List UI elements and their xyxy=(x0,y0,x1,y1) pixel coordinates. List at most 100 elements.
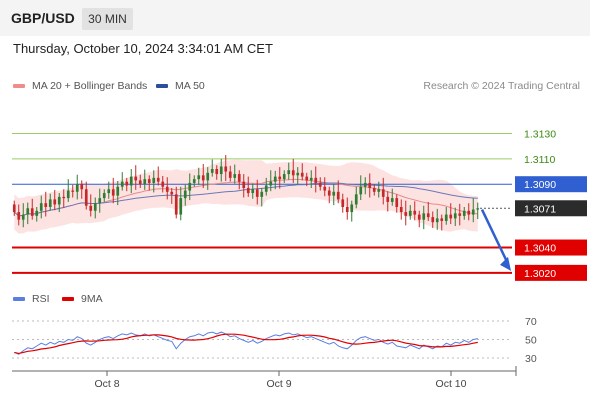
candle-body xyxy=(98,198,102,204)
candle-body xyxy=(161,181,165,187)
candle-body xyxy=(350,204,354,213)
candle-body xyxy=(390,198,394,202)
chart-datetime: Thursday, October 10, 2024 3:34:01 AM CE… xyxy=(13,41,273,56)
candle-body xyxy=(26,208,30,215)
candle-body xyxy=(395,198,399,207)
candle-body xyxy=(237,174,241,182)
candle-body xyxy=(89,205,93,211)
timeframe-button[interactable]: 30 MIN xyxy=(82,8,133,30)
legend-9ma: 9MA xyxy=(62,293,103,305)
legend-9ma-label: 9MA xyxy=(81,293,103,305)
price-level-labels: 1.3130 1.3110 1.3090 1.3071 1.3040 1.3020 xyxy=(515,129,587,281)
candle-body xyxy=(71,190,75,192)
candle-body xyxy=(156,177,160,182)
candle-body xyxy=(399,207,403,213)
candles xyxy=(12,155,480,231)
candle-body xyxy=(431,217,435,223)
candle-body xyxy=(152,177,156,183)
research-credit: Research © 2024 Trading Central xyxy=(423,80,580,92)
candle-body xyxy=(197,175,201,180)
pair-title: GBP/USD xyxy=(11,10,75,26)
candle-body xyxy=(116,186,120,196)
candle-body xyxy=(174,194,178,215)
candle-body xyxy=(422,213,426,220)
candle-body xyxy=(440,218,444,221)
candle-body xyxy=(143,179,147,185)
rsi-line xyxy=(14,331,478,355)
rsi-9ma-line xyxy=(14,333,478,355)
candle-body xyxy=(305,176,309,181)
candle-body xyxy=(278,176,282,180)
candle-body xyxy=(449,214,453,219)
candle-body xyxy=(408,210,412,216)
candle-body xyxy=(291,170,295,176)
candle-body xyxy=(125,181,129,186)
candle-body xyxy=(264,185,268,192)
candle-body xyxy=(215,169,219,175)
candle-body xyxy=(467,210,471,215)
candle-body xyxy=(323,186,327,191)
candle-body xyxy=(84,189,88,206)
candle-body xyxy=(107,189,111,194)
candle-body xyxy=(66,190,70,199)
candle-body xyxy=(444,214,448,221)
candle-body xyxy=(210,169,214,173)
candle-body xyxy=(228,171,232,178)
candle-body xyxy=(255,189,259,197)
candle-body xyxy=(120,181,124,187)
candle-body xyxy=(260,191,264,197)
time-axis-label: Oct 8 xyxy=(94,378,119,390)
candle-body xyxy=(413,210,417,215)
level-label: 1.3130 xyxy=(524,129,556,141)
candle-body xyxy=(309,177,313,181)
candle-body xyxy=(372,188,376,192)
legend-ma50-label: MA 50 xyxy=(175,80,205,92)
bollinger-band-area xyxy=(14,159,478,234)
candle-body xyxy=(17,212,21,220)
candle-body xyxy=(314,177,318,183)
candle-body xyxy=(80,184,84,190)
candle-body xyxy=(192,179,196,183)
candle-body xyxy=(386,196,390,202)
candle-body xyxy=(39,203,43,211)
candle-body xyxy=(476,208,480,210)
legend-ma50: MA 50 xyxy=(156,80,205,92)
candle-body xyxy=(332,191,336,196)
candle-body xyxy=(102,193,106,199)
candle-body xyxy=(233,174,237,178)
ma50-swatch-icon xyxy=(156,84,168,88)
candle-body xyxy=(147,179,151,183)
candle-body xyxy=(111,189,115,196)
candle-body xyxy=(471,209,475,215)
ma9-swatch-icon xyxy=(62,297,74,301)
candle-body xyxy=(363,182,367,187)
level-label-bg-support xyxy=(515,239,587,256)
candle-body xyxy=(287,170,291,175)
candle-body xyxy=(21,214,25,220)
level-label: 1.3020 xyxy=(524,268,556,280)
candle-body xyxy=(183,190,187,199)
candle-body xyxy=(93,203,97,211)
forecast-arrow-head-icon xyxy=(500,256,511,271)
candle-body xyxy=(381,189,385,197)
candle-body xyxy=(453,213,457,219)
candle-body xyxy=(62,196,66,199)
rsi-tick-label: 70 xyxy=(525,316,537,328)
ma20-swatch-icon xyxy=(13,84,25,88)
candle-body xyxy=(273,176,277,182)
forecast-arrow xyxy=(480,208,511,271)
candle-body xyxy=(35,210,39,216)
price-levels xyxy=(12,133,512,274)
legend-rsi-label: RSI xyxy=(32,293,50,305)
candle-body xyxy=(300,172,304,177)
candle-body xyxy=(179,198,183,215)
candle-body xyxy=(458,213,462,216)
time-axis-label: Oct 9 xyxy=(266,378,291,390)
candle-body xyxy=(75,184,79,192)
candle-body xyxy=(201,175,205,181)
moving-averages xyxy=(13,178,478,217)
rsi-panel: 30 50 70 xyxy=(12,316,537,365)
rsi-tick-label: 50 xyxy=(525,335,537,347)
candle-body xyxy=(269,181,273,186)
